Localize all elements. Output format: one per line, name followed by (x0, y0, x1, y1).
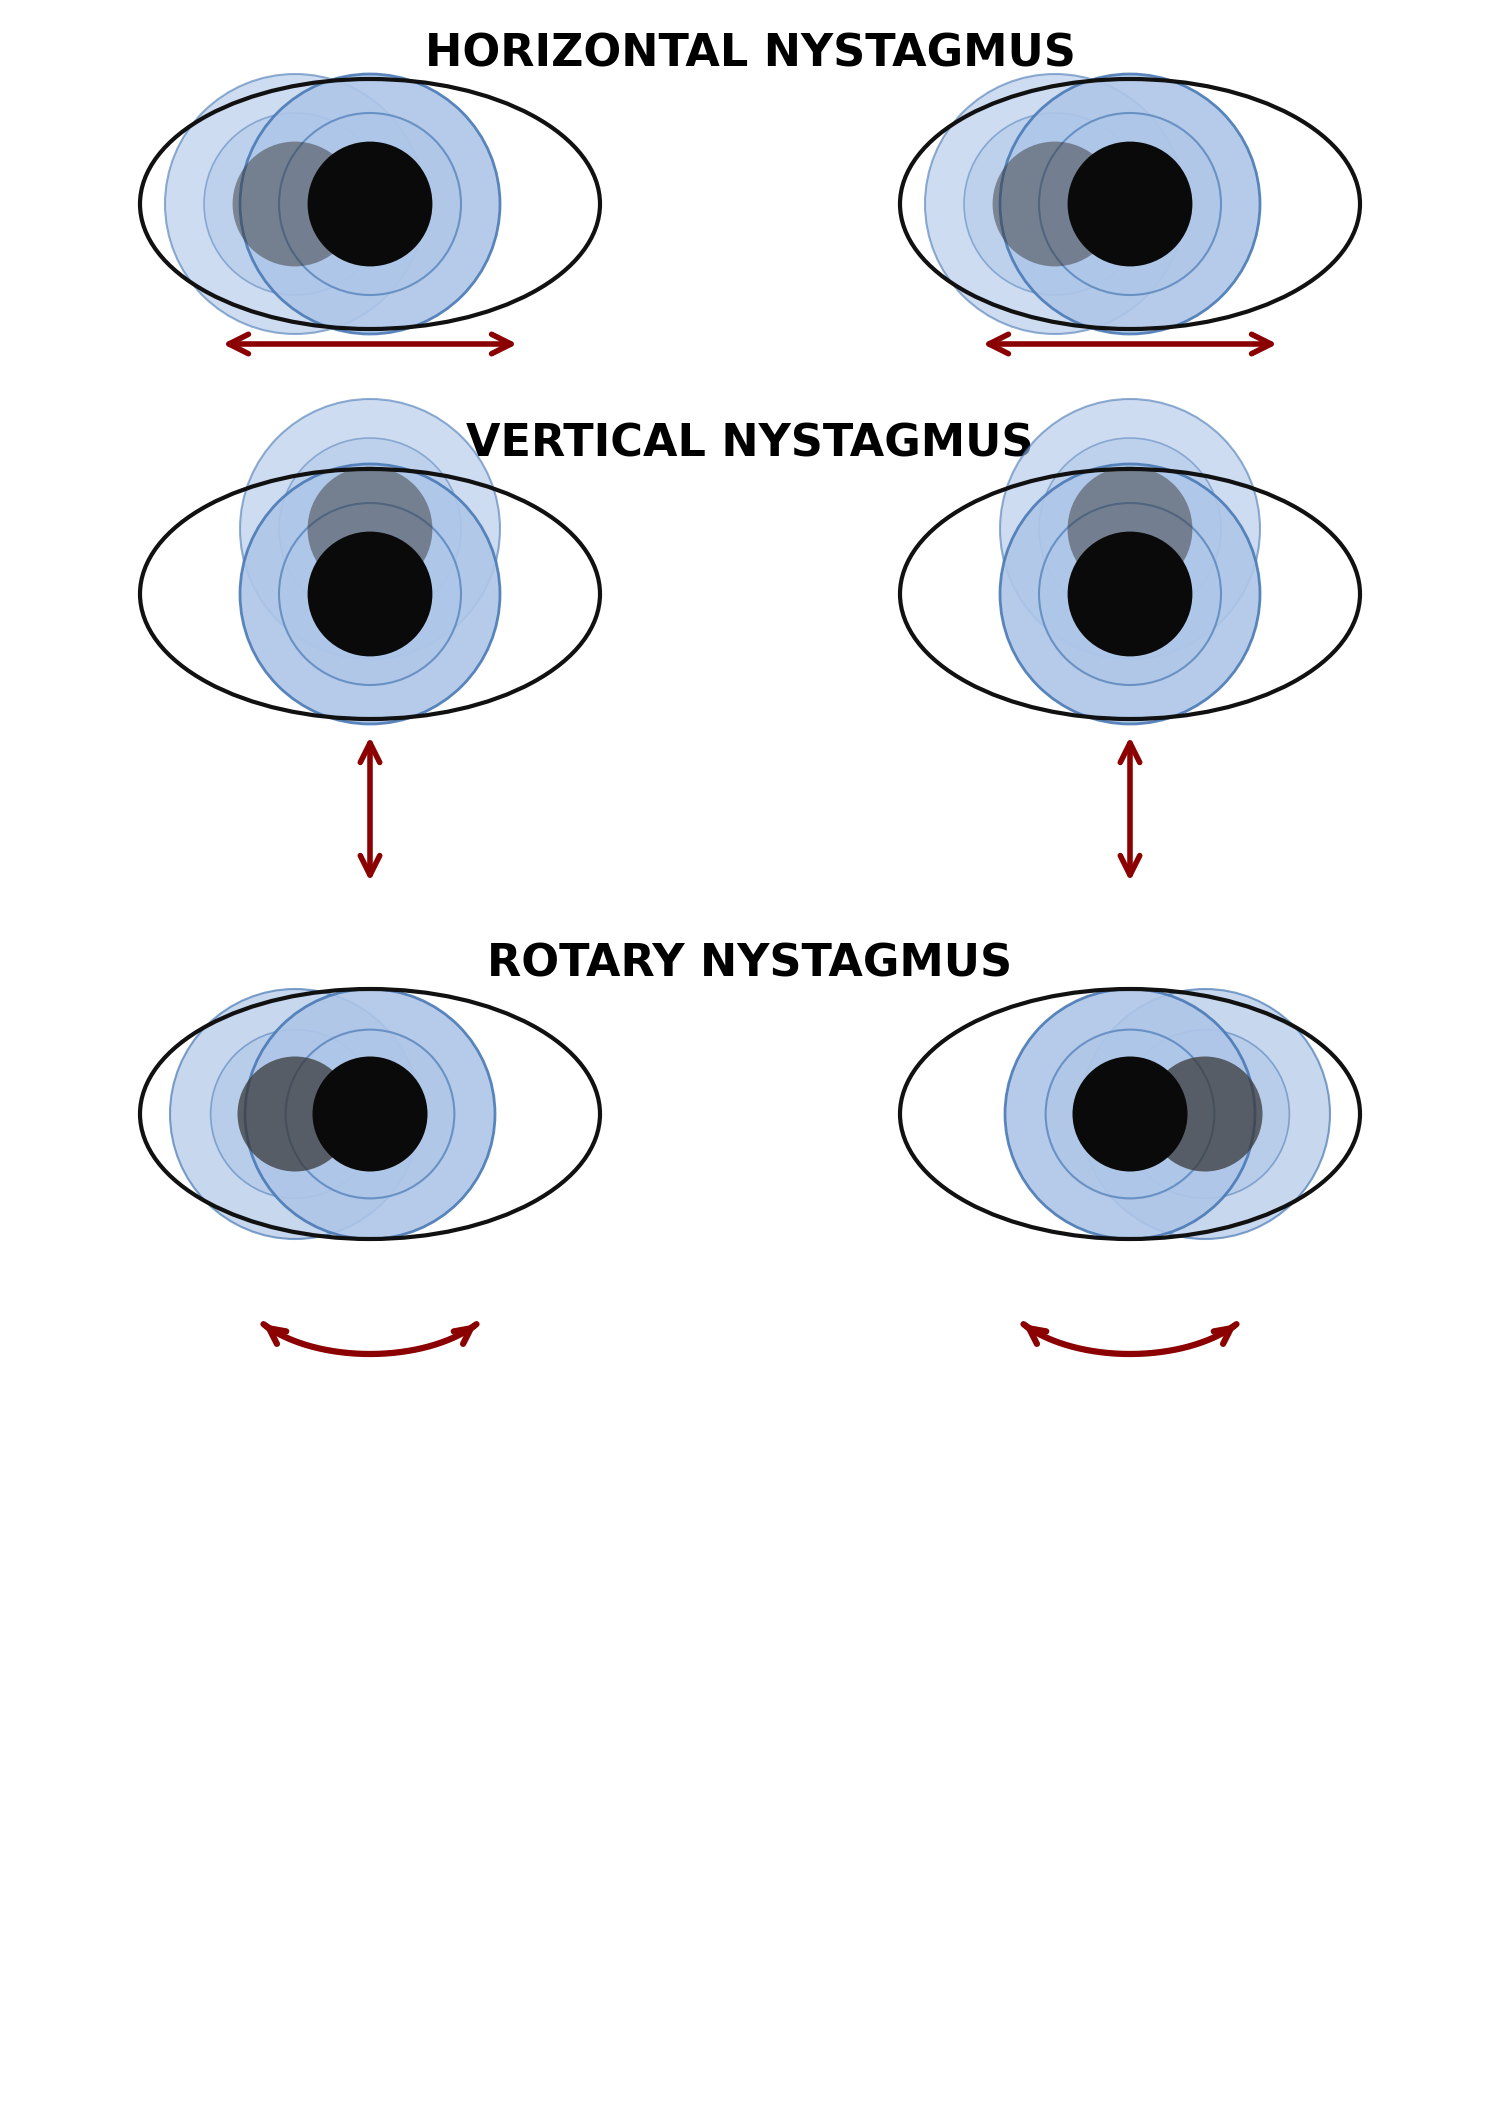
Ellipse shape (140, 469, 600, 720)
Text: VERTICAL NYSTAGMUS: VERTICAL NYSTAGMUS (466, 423, 1034, 465)
Ellipse shape (900, 80, 1360, 328)
Ellipse shape (1080, 989, 1330, 1239)
Ellipse shape (204, 114, 386, 295)
Ellipse shape (1068, 532, 1192, 656)
Ellipse shape (1068, 467, 1192, 591)
Ellipse shape (170, 989, 420, 1239)
Ellipse shape (240, 400, 500, 659)
Ellipse shape (308, 467, 432, 591)
Ellipse shape (1120, 1029, 1290, 1199)
Ellipse shape (279, 438, 460, 621)
Ellipse shape (1000, 74, 1260, 335)
Ellipse shape (993, 141, 1118, 267)
Ellipse shape (210, 1029, 380, 1199)
Ellipse shape (232, 141, 357, 267)
Ellipse shape (1068, 141, 1192, 267)
Ellipse shape (1046, 1029, 1215, 1199)
Ellipse shape (308, 141, 432, 267)
Ellipse shape (1040, 114, 1221, 295)
Ellipse shape (279, 114, 460, 295)
Ellipse shape (240, 74, 500, 335)
Ellipse shape (285, 1029, 454, 1199)
Ellipse shape (140, 80, 600, 328)
Ellipse shape (1000, 400, 1260, 659)
Ellipse shape (1072, 1056, 1188, 1172)
Ellipse shape (244, 989, 495, 1239)
Ellipse shape (165, 74, 424, 335)
Ellipse shape (308, 532, 432, 656)
Ellipse shape (1040, 438, 1221, 621)
Ellipse shape (279, 503, 460, 686)
Ellipse shape (964, 114, 1146, 295)
Ellipse shape (1148, 1056, 1263, 1172)
Ellipse shape (926, 74, 1185, 335)
Ellipse shape (240, 465, 500, 724)
Ellipse shape (312, 1056, 428, 1172)
Ellipse shape (140, 989, 600, 1239)
Text: HORIZONTAL NYSTAGMUS: HORIZONTAL NYSTAGMUS (424, 32, 1076, 76)
Ellipse shape (900, 469, 1360, 720)
Ellipse shape (237, 1056, 352, 1172)
Ellipse shape (1005, 989, 1256, 1239)
Ellipse shape (1000, 465, 1260, 724)
Ellipse shape (900, 989, 1360, 1239)
Text: ROTARY NYSTAGMUS: ROTARY NYSTAGMUS (488, 943, 1012, 985)
Ellipse shape (1040, 503, 1221, 686)
